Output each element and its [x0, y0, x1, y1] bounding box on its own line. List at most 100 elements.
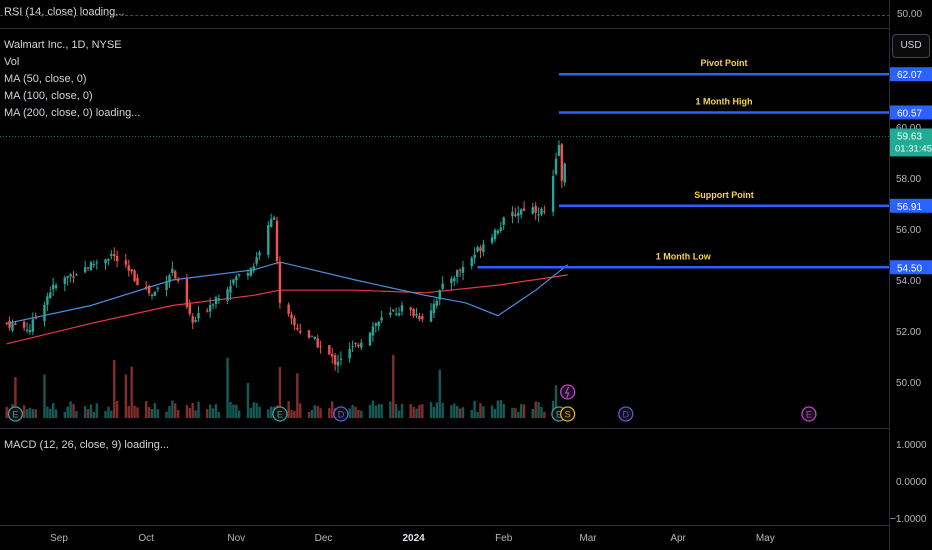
candle-body: [537, 214, 540, 216]
candle-body: [331, 353, 334, 357]
event-marker-letter: E: [806, 410, 812, 420]
time-tick-label: Dec: [315, 533, 333, 544]
candle-body: [502, 217, 505, 225]
candle-body: [156, 287, 160, 290]
volume-bar: [299, 403, 302, 418]
candle-body: [217, 298, 221, 301]
macd-separator: [0, 428, 890, 429]
candle-body: [479, 247, 482, 251]
volume-bar: [107, 406, 110, 418]
volume-bar: [473, 400, 476, 418]
candle-body: [490, 237, 494, 243]
level-price-tag-text: 54.50: [897, 263, 922, 274]
event-marker-letter: S: [565, 410, 571, 420]
candle-body: [197, 313, 200, 319]
price-tick-label: 56.00: [896, 225, 921, 236]
candle-body: [392, 309, 395, 312]
volume-bar: [188, 407, 191, 418]
rsi-legend-text: RSI (14, close) loading...: [4, 6, 125, 18]
volume-bar: [51, 403, 55, 418]
level-label: 1 Month High: [695, 96, 752, 106]
candle-body: [339, 358, 343, 360]
candle-body: [540, 208, 543, 215]
candle-body: [229, 285, 232, 293]
candle-body: [374, 323, 378, 326]
candle-body: [415, 313, 418, 316]
legend-ma-200[interactable]: MA (200, close, 0) loading...: [4, 107, 141, 119]
volume-bar: [31, 409, 35, 418]
candle-body: [429, 310, 433, 322]
volume-bar: [432, 406, 436, 418]
time-tick-label: Feb: [495, 533, 513, 544]
time-axis[interactable]: Sep Oct Nov Dec 2024 Feb Mar Apr May: [0, 526, 890, 550]
volume-bar: [136, 407, 139, 418]
candle-body: [418, 315, 421, 320]
candle-body: [482, 244, 485, 253]
candle-body: [456, 270, 459, 277]
symbol-title[interactable]: Walmart Inc., 1D, NYSE: [4, 39, 122, 51]
price-tick-label: 50.00: [896, 378, 921, 389]
candle-body: [232, 279, 235, 284]
volume-bar: [226, 357, 229, 418]
legend-ma-100[interactable]: MA (100, close, 0): [4, 90, 93, 102]
volume-bar: [490, 405, 494, 418]
candle-body: [214, 297, 218, 304]
legend-vol[interactable]: Vol: [4, 56, 20, 68]
candle-body: [208, 305, 212, 312]
candle-body: [144, 286, 148, 289]
volume-bar: [409, 403, 412, 418]
candle-body: [124, 260, 128, 265]
volume-bar: [394, 404, 398, 418]
volume-bar: [156, 409, 160, 418]
level-price-tag: [890, 67, 932, 82]
macd-legend-text: MACD (12, 26, close, 9) loading...: [4, 439, 170, 451]
candle-body: [394, 313, 398, 315]
candle-body: [133, 270, 136, 281]
candle-body: [28, 329, 32, 332]
candle-body: [211, 304, 215, 306]
candle-body: [238, 274, 241, 276]
candle-body: [191, 316, 194, 323]
candle-body: [307, 330, 311, 338]
volume-bar: [453, 403, 456, 418]
candle-body: [174, 271, 177, 279]
volume-bar: [380, 404, 383, 418]
legend-ma-50[interactable]: MA (50, close, 0): [4, 73, 87, 85]
volume-bar: [147, 406, 151, 418]
volume-bar: [470, 409, 473, 418]
volume-bar: [389, 401, 392, 418]
candle-body: [316, 338, 319, 348]
candle-body: [272, 217, 276, 220]
volume-bar: [392, 354, 395, 418]
level-label: Support Point: [694, 190, 754, 200]
volume-bar: [461, 407, 465, 418]
volume-bar: [43, 374, 46, 418]
candle-body: [115, 255, 119, 262]
candle-body: [522, 208, 526, 211]
candle-body: [543, 211, 546, 213]
volume-bar: [269, 406, 273, 418]
volume-bar: [258, 406, 261, 418]
candle-body: [290, 314, 293, 319]
candle-body: [89, 262, 93, 271]
event-marker-letter: E: [277, 410, 283, 420]
candle-body: [110, 254, 113, 257]
event-marker-e: [7, 406, 24, 422]
last-price-tag: [890, 128, 932, 157]
macd-axis-label-neg1: −1.0000: [890, 514, 927, 525]
candle-body: [255, 257, 258, 264]
volume-bar: [49, 408, 52, 418]
volume-bar: [331, 401, 334, 418]
currency-button[interactable]: USD: [892, 34, 930, 58]
event-marker-letter: D: [338, 410, 345, 420]
volume-bar: [357, 410, 360, 418]
time-tick-label: Apr: [670, 533, 686, 544]
volume-bar: [415, 408, 418, 418]
candle-body: [435, 300, 439, 306]
candle-body: [252, 266, 255, 271]
candle-body: [22, 321, 26, 328]
candle-body: [319, 346, 322, 348]
volume-bar: [255, 403, 258, 418]
last-price-countdown: 01:31:45: [895, 143, 932, 154]
